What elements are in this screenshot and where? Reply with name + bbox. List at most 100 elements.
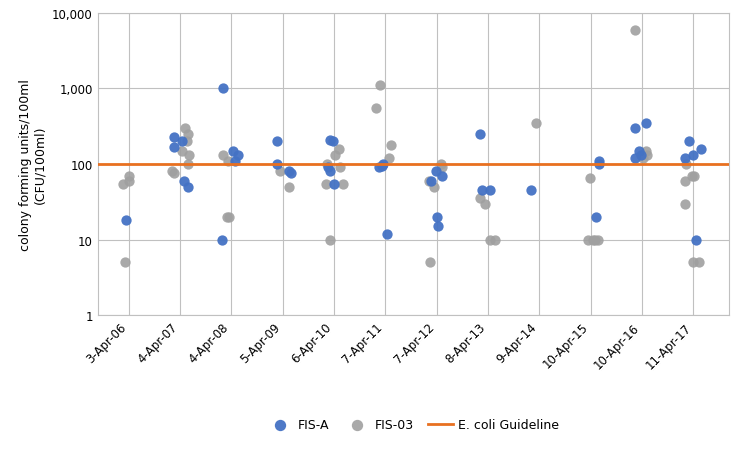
FIS-03 [374,83,386,90]
FIS-03 [182,161,194,168]
FIS-A [683,138,695,146]
FIS-03 [337,180,349,188]
FIS-A [632,148,644,155]
FIS-03 [283,184,295,191]
FIS-03 [530,120,542,127]
FIS-A [430,168,442,175]
FIS-03 [693,259,705,267]
FIS-A [217,86,229,93]
FIS-A [476,187,488,194]
FIS-03 [474,195,486,202]
FIS-03 [223,214,235,221]
FIS-03 [119,259,131,267]
FIS-03 [679,178,691,185]
FIS-03 [370,105,382,112]
FIS-03 [681,161,693,168]
FIS-03 [423,178,435,185]
FIS-A [484,187,496,194]
Legend: FIS-A, FIS-03, E. coli Guideline: FIS-A, FIS-03, E. coli Guideline [262,414,565,437]
FIS-03 [176,148,188,155]
FIS-A [227,148,239,155]
FIS-A [285,170,297,178]
FIS-03 [321,161,333,168]
FIS-A [324,168,336,175]
FIS-03 [385,142,397,149]
FIS-03 [587,236,599,244]
FIS-03 [182,131,194,138]
FIS-03 [181,138,193,146]
FIS-A [629,125,641,132]
FIS-A [283,168,295,175]
FIS-03 [484,236,496,244]
FIS-03 [479,201,491,208]
FIS-A [178,178,190,185]
FIS-A [229,158,241,165]
FIS-03 [428,184,440,191]
FIS-03 [183,152,195,160]
FIS-A [526,187,538,194]
FIS-03 [384,155,396,162]
FIS-03 [217,152,229,160]
FIS-A [695,146,707,153]
FIS-A [593,158,605,165]
FIS-A [217,236,229,244]
FIS-A [329,180,341,188]
FIS-A [593,161,605,168]
FIS-03 [581,236,593,244]
FIS-03 [423,259,435,267]
FIS-03 [637,155,649,162]
FIS-A [322,165,334,172]
FIS-A [375,163,387,170]
FIS-03 [686,173,698,180]
FIS-03 [640,148,652,155]
FIS-A [432,223,444,230]
FIS-A [474,131,486,138]
FIS-03 [687,259,699,267]
FIS-A [377,161,389,168]
FIS-03 [274,168,286,175]
FIS-03 [320,180,332,188]
FIS-03 [221,214,233,221]
FIS-A [431,214,443,221]
FIS-03 [329,152,341,160]
FIS-A [679,155,691,162]
FIS-A [326,138,338,146]
FIS-A [182,184,194,191]
FIS-03 [489,236,501,244]
FIS-A [590,214,602,221]
FIS-03 [641,152,653,160]
Y-axis label: colony forming units/100ml
(CFU/100ml): colony forming units/100ml (CFU/100ml) [19,79,47,250]
FIS-A [168,133,180,141]
FIS-A [425,178,437,185]
FIS-A [271,138,283,146]
FIS-A [629,155,641,162]
FIS-A [324,137,336,144]
FIS-03 [435,161,447,168]
FIS-03 [166,168,178,175]
FIS-03 [584,175,596,182]
FIS-A [639,120,651,127]
FIS-A [168,143,180,151]
FIS-A [381,230,393,238]
FIS-03 [334,165,346,172]
FIS-03 [222,158,234,165]
FIS-A [436,173,448,180]
FIS-03 [333,146,345,153]
FIS-A [687,152,699,160]
FIS-A [635,152,647,160]
FIS-03 [123,173,135,180]
FIS-03 [179,125,191,132]
FIS-03 [117,180,129,188]
FIS-03 [168,170,180,178]
FIS-03 [592,236,604,244]
FIS-A [690,236,702,244]
FIS-A [176,138,188,146]
FIS-03 [435,165,447,172]
FIS-03 [589,236,601,244]
FIS-03 [688,173,700,180]
FIS-A [232,152,244,160]
FIS-03 [324,236,336,244]
FIS-A [120,217,132,225]
FIS-03 [679,201,691,208]
FIS-03 [123,178,135,185]
